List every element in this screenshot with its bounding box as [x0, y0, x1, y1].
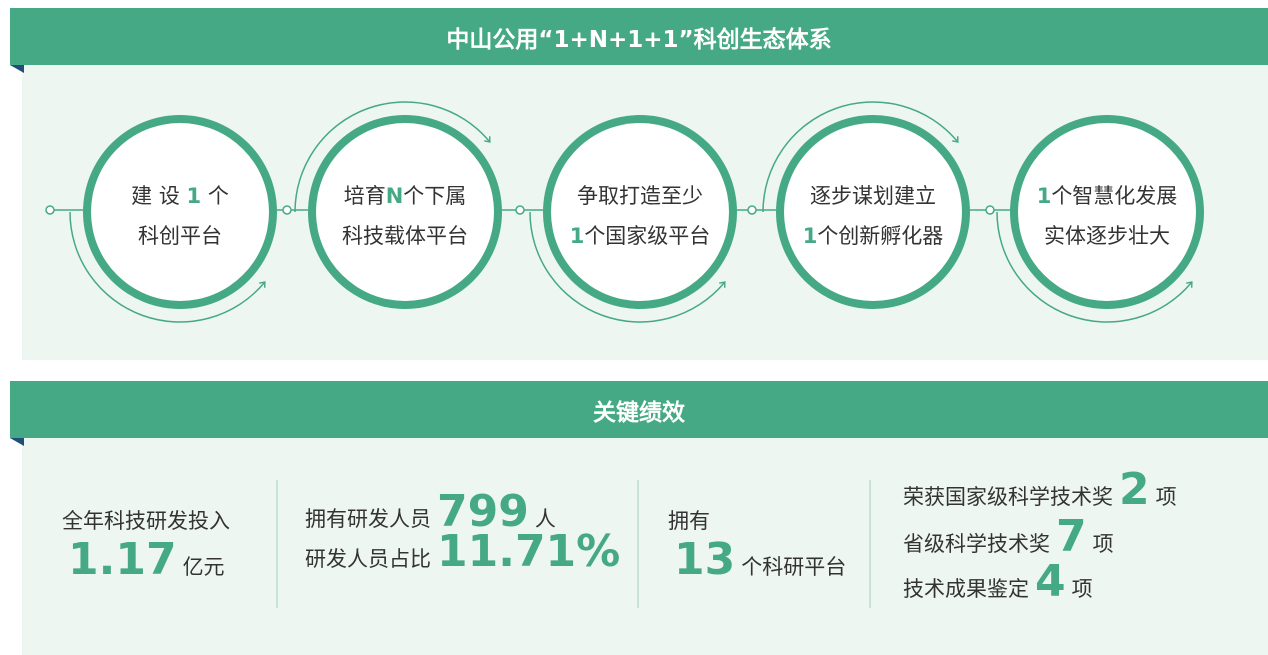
highlight: 4 — [1035, 556, 1066, 607]
highlight: 799 — [437, 486, 529, 537]
text: 培育 — [343, 184, 386, 208]
text: 项 — [1092, 532, 1114, 556]
banner: 中山公用“1+N+1+1”科创生态体系 — [10, 8, 1268, 65]
text-line: 建 设 1 个 — [131, 180, 229, 210]
circle — [1018, 123, 1196, 301]
highlight: 2 — [1119, 464, 1150, 515]
text: 项 — [1155, 485, 1177, 509]
text-line: 技术成果鉴定 4 项 — [903, 556, 1093, 607]
text-line: 荣获国家级科学技术奖 2 项 — [903, 464, 1177, 515]
highlight: N — [385, 184, 404, 208]
text-line: 省级科学技术奖 7 项 — [903, 511, 1114, 562]
text: 全年科技研发投入 — [62, 509, 230, 533]
text-line: 拥有 — [668, 505, 710, 535]
banner: 关键绩效 — [10, 381, 1268, 438]
path — [529, 211, 726, 323]
text-line: 拥有研发人员 799 人 — [305, 486, 556, 537]
text: 亿元 — [182, 555, 225, 579]
text-line: 科技载体平台 — [342, 220, 468, 250]
text: 技术成果鉴定 — [903, 577, 1029, 601]
highlight: 1 — [1036, 184, 1052, 208]
text-line: 1 个国家级平台 — [570, 220, 711, 250]
highlight: 7 — [1056, 511, 1087, 562]
circle — [985, 205, 995, 215]
path — [762, 101, 959, 213]
highlight: 1 — [186, 184, 202, 208]
circle — [316, 123, 494, 301]
text: 个 — [201, 184, 229, 208]
text: 个科研平台 — [741, 555, 847, 579]
circle — [551, 123, 729, 301]
text-line: 13 个科研平台 — [668, 534, 846, 585]
text-line: 实体逐步壮大 — [1044, 220, 1170, 250]
text: 科创平台 — [138, 224, 222, 248]
text-line: 1 个创新孵化器 — [803, 220, 944, 250]
panel — [22, 438, 1268, 655]
text: 个国家级平台 — [584, 224, 711, 248]
text: 个创新孵化器 — [817, 224, 944, 248]
highlight: 11.71% — [437, 526, 621, 577]
text: 拥有 — [668, 509, 710, 533]
path — [996, 211, 1193, 323]
highlight: 1 — [569, 224, 585, 248]
text: 人 — [534, 507, 556, 531]
text: 个智慧化发展 — [1051, 184, 1178, 208]
text: 争取打造至少 — [577, 184, 703, 208]
text: 项 — [1071, 577, 1093, 601]
text: 拥有研发人员 — [305, 507, 431, 531]
text: 科技载体平台 — [342, 224, 468, 248]
text: 荣获国家级科学技术奖 — [903, 485, 1113, 509]
text-line: 1.17 亿元 — [62, 534, 225, 585]
text: 逐步谋划建立 — [810, 184, 936, 208]
circle — [282, 205, 292, 215]
highlight: 1.17 — [68, 534, 177, 585]
text: 省级科学技术奖 — [903, 532, 1050, 556]
circle — [91, 123, 269, 301]
text-line: 争取打造至少 — [577, 180, 703, 210]
text-line: 1 个智慧化发展 — [1037, 180, 1178, 210]
text: 建 设 — [131, 184, 187, 208]
text-line: 逐步谋划建立 — [810, 180, 936, 210]
circle — [45, 205, 55, 215]
text-line: 培育 N 个下属 — [344, 180, 467, 210]
circle — [747, 205, 757, 215]
text-line: 研发人员占比 11.71% — [305, 526, 626, 577]
text: 实体逐步壮大 — [1044, 224, 1170, 248]
path — [69, 211, 266, 323]
path — [294, 101, 491, 213]
text: 研发人员占比 — [305, 547, 431, 571]
highlight: 13 — [674, 534, 736, 585]
highlight: 1 — [802, 224, 818, 248]
circle — [784, 123, 962, 301]
text: 个下属 — [403, 184, 467, 208]
text-line: 科创平台 — [138, 220, 222, 250]
circle — [515, 205, 525, 215]
text-line: 全年科技研发投入 — [62, 505, 230, 535]
